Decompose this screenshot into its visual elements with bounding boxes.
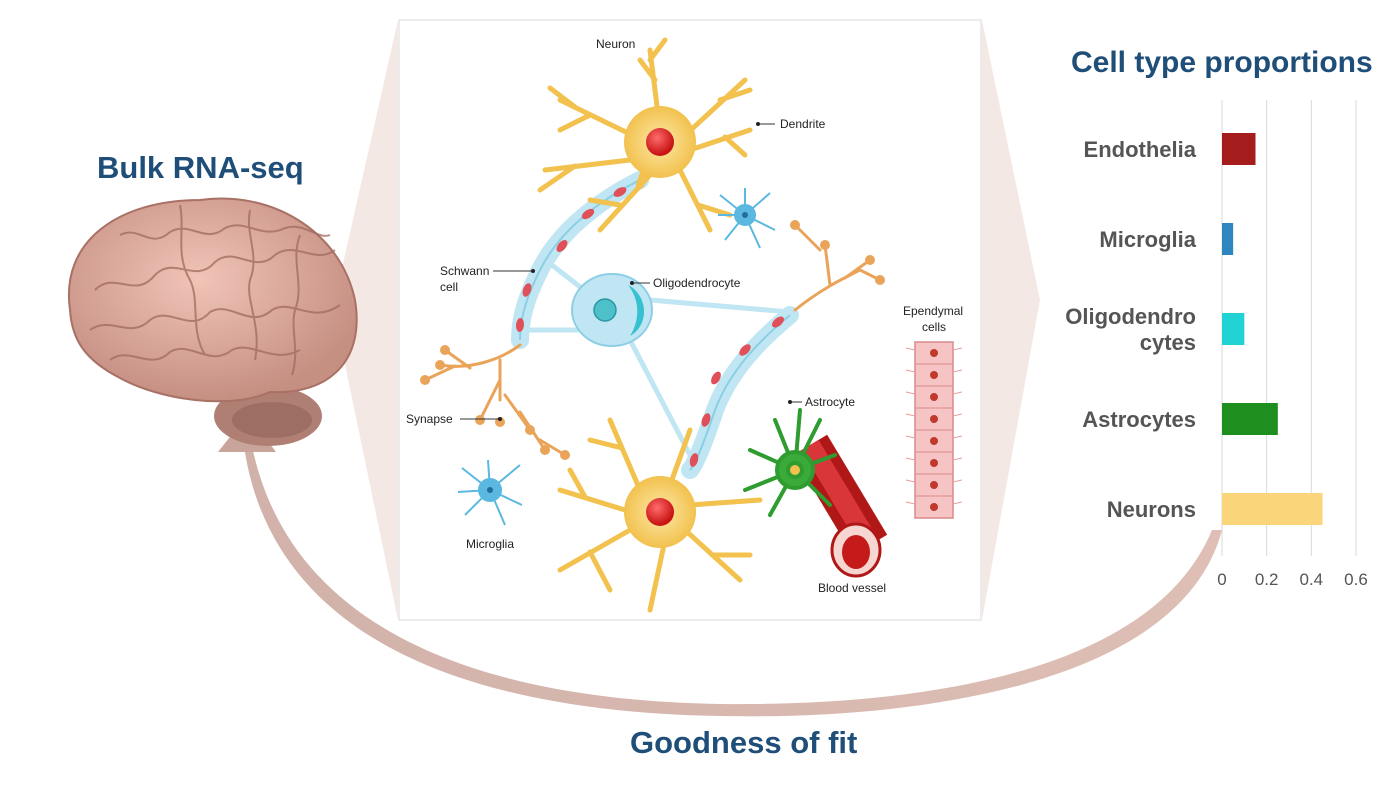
myelinated-axon-left	[511, 171, 649, 349]
astrocyte-cell	[743, 408, 837, 517]
bar-endothelia	[1222, 133, 1256, 165]
bar-neurons	[1222, 493, 1323, 525]
label-dendrite: Dendrite	[780, 117, 826, 131]
label-synapse: Synapse	[406, 412, 453, 426]
label-schwann-2: cell	[440, 280, 458, 294]
axon-terminals-right	[790, 220, 885, 312]
left-connector	[342, 20, 398, 620]
myelinated-axon-right	[681, 306, 799, 479]
category-label: Oligodendro	[1065, 304, 1196, 329]
x-tick-label: 0.4	[1300, 570, 1324, 589]
brain-image	[67, 197, 358, 446]
label-oligodendrocyte: Oligodendrocyte	[653, 276, 741, 290]
microglia-cell-top	[718, 188, 776, 249]
label-ependymal-1: Ependymal	[903, 304, 963, 318]
cell-type-bar-chart: 0 0.2 0.4 0.6 Endothelia Microglia Oligodendro…	[1065, 100, 1368, 589]
bulk-rna-seq-title: Bulk RNA-seq	[97, 150, 304, 185]
category-label: Neurons	[1107, 497, 1196, 522]
oligodendrocyte-cell	[525, 260, 791, 457]
label-neuron: Neuron	[596, 37, 635, 51]
bar-microglia	[1222, 223, 1234, 255]
x-tick-label: 0.6	[1344, 570, 1368, 589]
x-tick-label: 0	[1217, 570, 1226, 589]
x-tick-label: 0.2	[1255, 570, 1279, 589]
label-astrocyte: Astrocyte	[805, 395, 855, 409]
microglia-cell-bottom	[457, 459, 523, 526]
label-schwann-1: Schwann	[440, 264, 489, 278]
neuron-bottom	[557, 417, 763, 613]
chart-title: Cell type proportions	[1071, 46, 1373, 79]
category-label: Endothelia	[1084, 137, 1197, 162]
right-connector	[982, 20, 1040, 620]
cell-illustration: Neuron Dendrite Schwann cell Oligodendro…	[398, 19, 982, 621]
category-label: Astrocytes	[1082, 407, 1196, 432]
label-blood-vessel: Blood vessel	[818, 581, 886, 595]
goodness-of-fit-title: Goodness of fit	[630, 725, 858, 760]
category-label: cytes	[1140, 330, 1196, 355]
bar-oligodendro-cytes	[1222, 313, 1245, 345]
neuron-top-nucleus	[646, 128, 674, 156]
bar-astrocytes	[1222, 403, 1278, 435]
label-ependymal-2: cells	[922, 320, 946, 334]
ependymal-cells	[905, 341, 963, 519]
synapse-terminals	[420, 343, 570, 460]
label-microglia: Microglia	[466, 537, 514, 551]
neuron-bottom-nucleus	[646, 498, 674, 526]
category-label: Microglia	[1099, 227, 1196, 252]
